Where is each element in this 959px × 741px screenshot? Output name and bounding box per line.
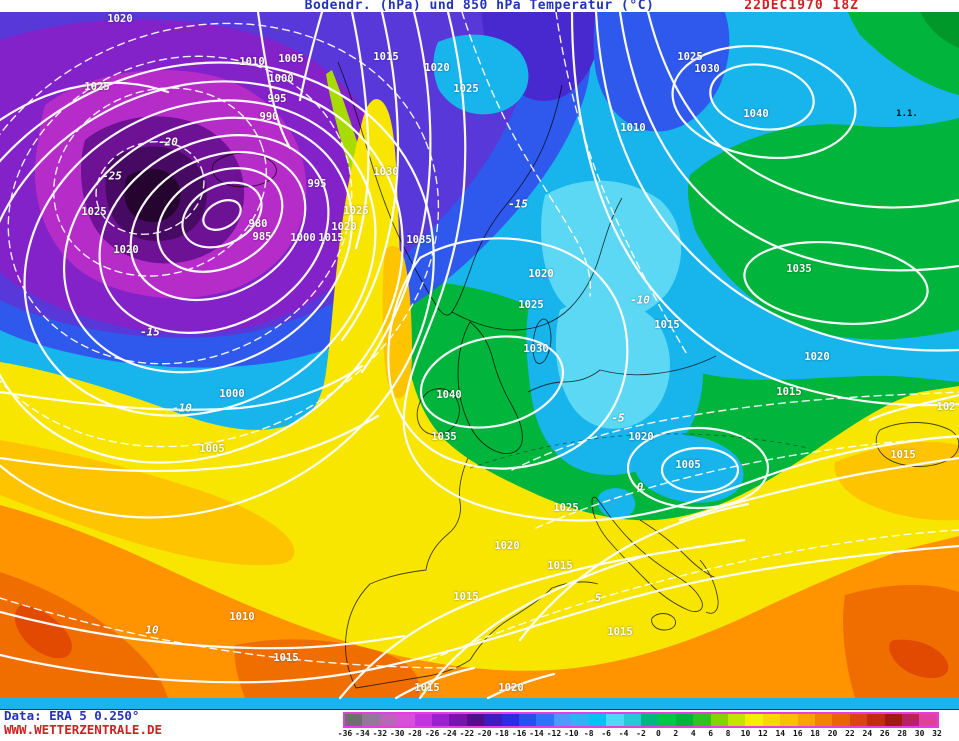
- legend-tick-label: -20: [477, 729, 492, 738]
- legend-tick-label: 30: [914, 729, 925, 738]
- legend-color-cell: [553, 714, 572, 726]
- temperature-legend: [343, 712, 939, 728]
- legend-tick-label: -22: [459, 729, 475, 738]
- legend-color-cell: [536, 714, 554, 726]
- legend-color-cell: [745, 714, 763, 726]
- credits: Data: ERA 5 0.250° WWW.WETTERZENTRALE.DE: [4, 709, 162, 737]
- legend-color-cell: [797, 714, 815, 726]
- page-title: Bodendr. (hPa) und 850 hPa Temperatur (°…: [304, 0, 655, 13]
- legend-color-cell: [902, 714, 920, 726]
- legend-tick-label: -30: [390, 729, 405, 738]
- map-graphic: [0, 12, 959, 709]
- website-link[interactable]: WWW.WETTERZENTRALE.DE: [4, 722, 163, 737]
- legend-tick-label: -28: [407, 729, 422, 738]
- legend-color-cell: [849, 714, 868, 726]
- legend-color-cell: [832, 714, 850, 726]
- legend-color-cell: [693, 714, 711, 726]
- legend-color-cell: [606, 714, 624, 726]
- legend-tick-label: 4: [690, 729, 696, 738]
- legend-tick-label: 6: [708, 729, 714, 738]
- legend-tick-label: 24: [862, 729, 873, 738]
- legend-color-cell: [397, 714, 415, 726]
- legend-color-cell: [727, 714, 746, 726]
- legend-color-cell: [362, 714, 380, 726]
- legend-color-cell: [867, 714, 885, 726]
- legend-color-cell: [762, 714, 781, 726]
- legend-tick-label: -4: [618, 729, 629, 738]
- weather-map: [0, 12, 959, 710]
- legend-tick-label: -32: [372, 729, 388, 738]
- legend-tick-label: 10: [740, 729, 751, 738]
- legend-color-cell: [432, 714, 450, 726]
- legend-tick-label: -12: [546, 729, 562, 738]
- legend-tick-label: 32: [932, 729, 942, 738]
- legend-color-cell: [814, 714, 833, 726]
- legend-color-cell: [466, 714, 485, 726]
- legend-color-cell: [519, 714, 537, 726]
- legend-tick-label: -36: [337, 729, 353, 738]
- map-timestamp: 22DEC1970 18Z: [744, 0, 859, 13]
- legend-tick-label: 2: [673, 729, 679, 738]
- legend-tick-label: -10: [564, 729, 579, 738]
- legend-tick-label: -16: [511, 729, 527, 738]
- legend-tick-label: 14: [775, 729, 786, 738]
- legend-color-cell: [884, 714, 902, 726]
- legend-color-cell: [345, 714, 363, 726]
- legend-tick-label: 8: [725, 729, 731, 738]
- data-source: Data: ERA 5 0.250°: [4, 708, 140, 723]
- legend-color-cell: [658, 714, 676, 726]
- legend-color-cell: [501, 714, 520, 726]
- legend-tick-label: -18: [494, 729, 509, 738]
- legend-tick-label: 12: [758, 729, 768, 738]
- legend-tick-label: -26: [424, 729, 440, 738]
- legend-tick-label: -14: [529, 729, 544, 738]
- legend-color-cell: [919, 714, 937, 726]
- legend-tick-label: 28: [897, 729, 907, 738]
- legend-color-cell: [780, 714, 798, 726]
- legend-color-cell: [675, 714, 694, 726]
- legend-tick-label: -24: [442, 729, 457, 738]
- legend-color-cell: [588, 714, 607, 726]
- legend-tick-label: 18: [810, 729, 820, 738]
- title-bar: Bodendr. (hPa) und 850 hPa Temperatur (°…: [0, 0, 959, 13]
- legend-color-cell: [414, 714, 433, 726]
- legend-color-cell: [379, 714, 398, 726]
- legend-tick-label: -6: [601, 729, 611, 738]
- legend-color-cell: [484, 714, 502, 726]
- legend-tick-label: -34: [355, 729, 370, 738]
- legend-color-cell: [623, 714, 641, 726]
- legend-color-cell: [710, 714, 728, 726]
- legend-tick-label: 20: [827, 729, 838, 738]
- legend-color-cell: [571, 714, 589, 726]
- legend-tick-label: 26: [879, 729, 890, 738]
- legend-tick-label: 16: [792, 729, 803, 738]
- legend-tick-label: 22: [845, 729, 855, 738]
- legend-color-cell: [449, 714, 467, 726]
- legend-tick-label: -2: [636, 729, 646, 738]
- legend-tick-label: -8: [583, 729, 594, 738]
- legend-color-cell: [640, 714, 659, 726]
- legend-tick-label: 0: [655, 729, 661, 738]
